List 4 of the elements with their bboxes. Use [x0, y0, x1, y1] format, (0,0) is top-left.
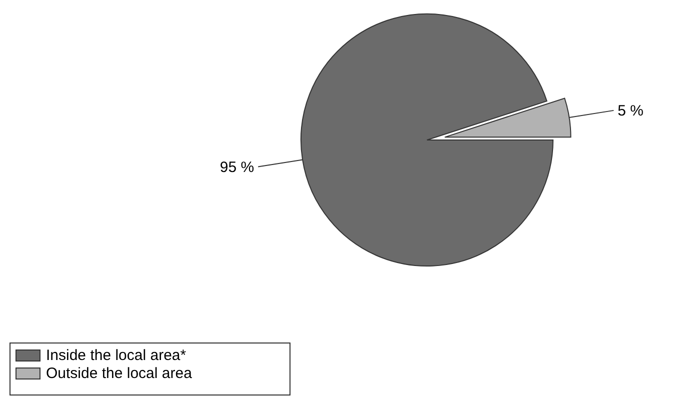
legend-label: Inside the local area*	[46, 347, 186, 364]
data-label: 95 %	[220, 158, 254, 176]
data-label: 5 %	[618, 102, 644, 120]
legend-label: Outside the local area	[46, 365, 193, 382]
